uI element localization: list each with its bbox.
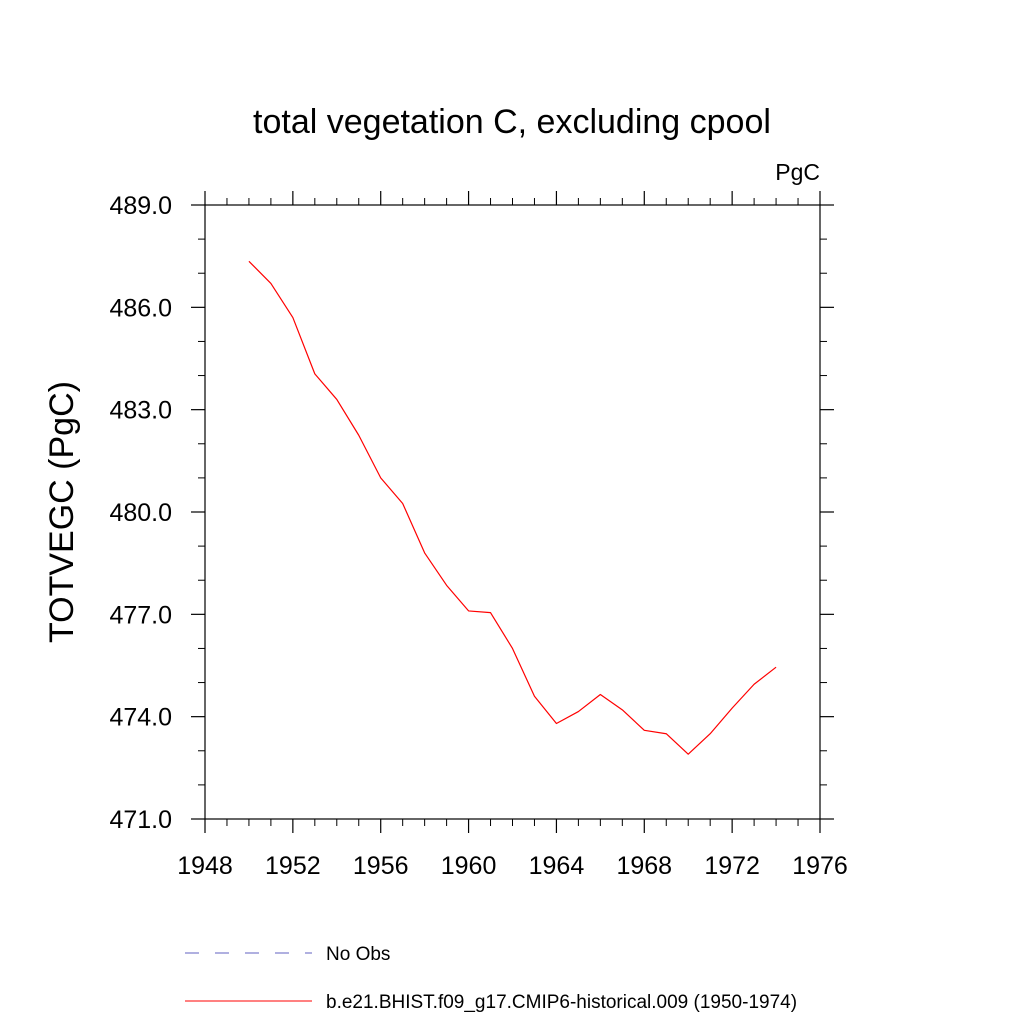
y-tick-label: 474.0 [109, 704, 172, 732]
series-line [248, 260, 777, 755]
y-tick-label: 486.0 [109, 294, 172, 322]
x-tick-label: 1976 [792, 852, 848, 880]
x-tick-label: 1960 [441, 852, 497, 880]
x-tick-label: 1956 [353, 852, 409, 880]
x-tick-label: 1952 [265, 852, 321, 880]
legend-label-no-obs: No Obs [326, 944, 390, 965]
y-tick-label: 489.0 [109, 192, 172, 220]
x-tick-label: 1948 [177, 852, 233, 880]
chart-title: total vegetation C, excluding cpool [253, 103, 771, 141]
axis-ticks [191, 191, 834, 833]
legend: No Obs b.e21.BHIST.f09_g17.CMIP6-histori… [185, 944, 797, 1013]
plot-frame [204, 204, 821, 820]
y-tick-label: 471.0 [109, 806, 172, 834]
x-tick-label: 1968 [616, 852, 672, 880]
x-tick-label: 1972 [704, 852, 760, 880]
units-label: PgC [775, 159, 820, 185]
y-axis-label: TOTVEGC (PgC) [43, 381, 81, 643]
legend-label-historical: b.e21.BHIST.f09_g17.CMIP6-historical.009… [326, 992, 797, 1013]
y-tick-label: 477.0 [109, 601, 172, 629]
y-tick-label: 480.0 [109, 499, 172, 527]
y-tick-label: 483.0 [109, 397, 172, 425]
series-group [248, 260, 777, 755]
x-tick-label: 1964 [529, 852, 585, 880]
axis-tick-labels: 1948 1952 1956 1960 1964 1968 1972 1976 471.0 474… [109, 192, 847, 880]
